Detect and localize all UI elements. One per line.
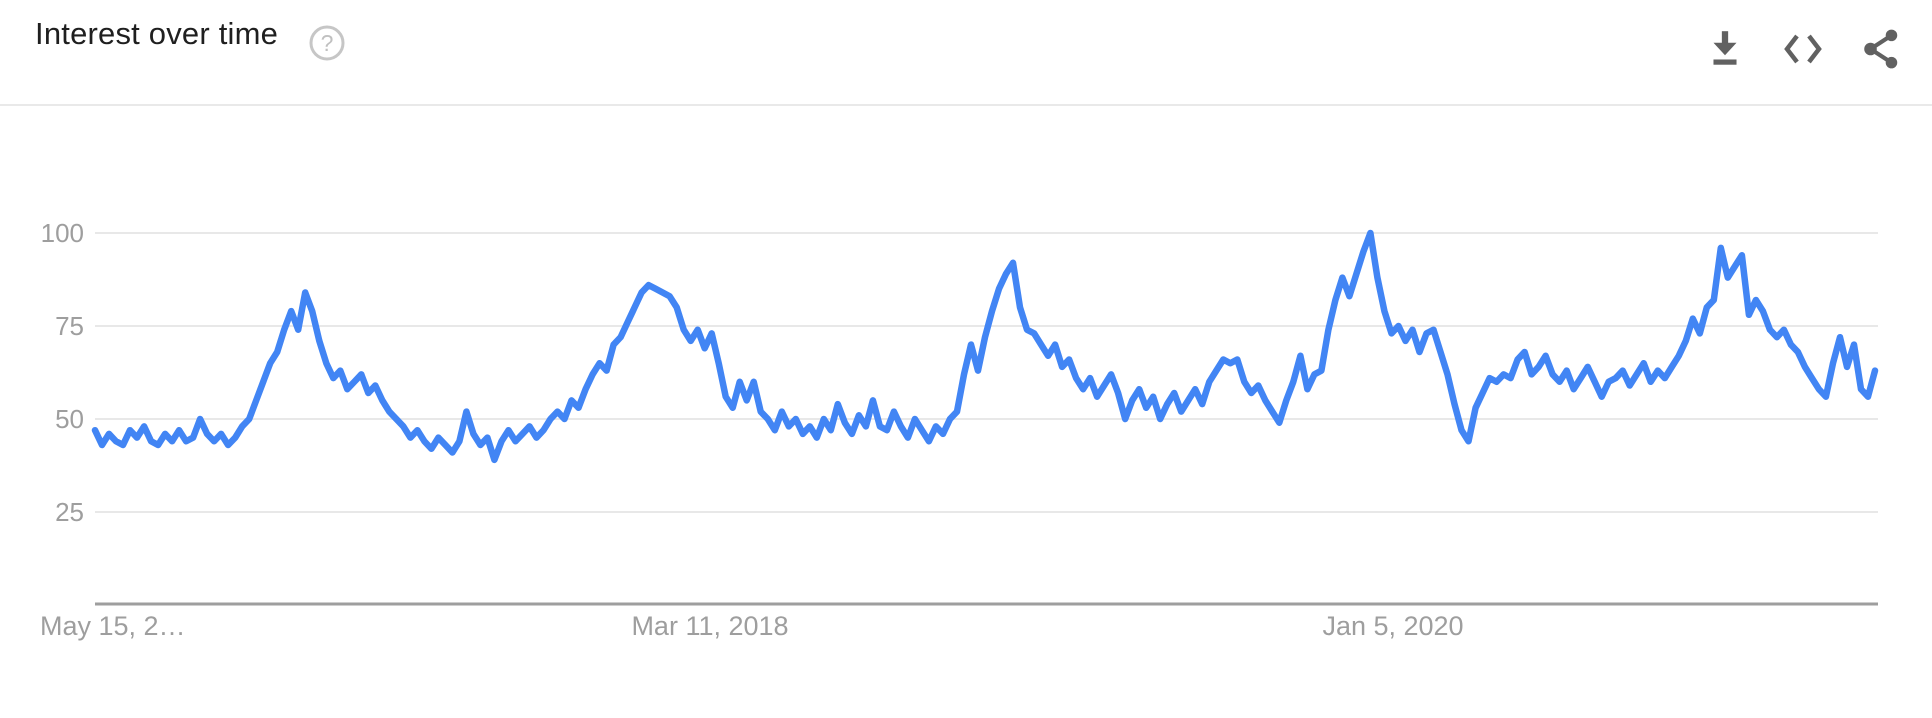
x-axis-tick-label: May 15, 2… xyxy=(40,611,186,641)
svg-text:?: ? xyxy=(321,30,334,56)
x-axis-tick-label: Mar 11, 2018 xyxy=(631,611,789,641)
help-icon: ? xyxy=(309,25,345,61)
page-title: Interest over time xyxy=(35,16,279,51)
x-axis-tick-label: Jan 5, 2020 xyxy=(1322,611,1464,641)
share-icon xyxy=(1864,29,1898,69)
help-button[interactable]: ? xyxy=(306,22,348,64)
download-button[interactable] xyxy=(1704,26,1746,72)
trend-line[interactable] xyxy=(91,229,1879,464)
y-axis-tick-label: 75 xyxy=(55,311,84,341)
download-icon xyxy=(1713,31,1737,65)
header-divider xyxy=(0,104,1932,106)
share-button[interactable] xyxy=(1860,26,1902,72)
y-axis-tick-label: 50 xyxy=(55,404,84,434)
embed-icon xyxy=(1784,34,1822,64)
embed-button[interactable] xyxy=(1782,26,1824,72)
y-axis-tick-label: 100 xyxy=(40,218,84,248)
chart-actions xyxy=(1704,26,1902,72)
y-axis-tick-label: 25 xyxy=(55,497,84,527)
